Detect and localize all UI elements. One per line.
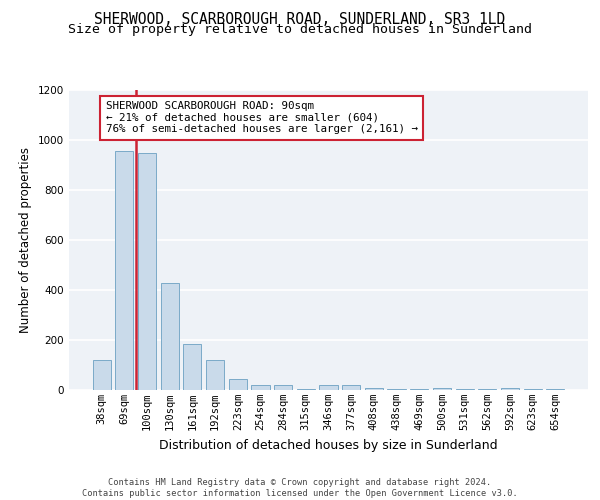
Bar: [184, 344, 202, 390]
Bar: [388, 389, 406, 390]
Bar: [455, 389, 473, 390]
Y-axis label: Number of detached properties: Number of detached properties: [19, 147, 32, 333]
Bar: [342, 384, 360, 390]
X-axis label: Distribution of detached houses by size in Sunderland: Distribution of detached houses by size …: [159, 438, 498, 452]
Bar: [161, 282, 179, 390]
Bar: [365, 388, 383, 390]
Text: SHERWOOD, SCARBOROUGH ROAD, SUNDERLAND, SR3 1LD: SHERWOOD, SCARBOROUGH ROAD, SUNDERLAND, …: [94, 12, 506, 28]
Bar: [206, 360, 224, 390]
Bar: [92, 360, 111, 390]
Bar: [524, 389, 542, 390]
Bar: [433, 388, 451, 390]
Bar: [138, 153, 156, 390]
Text: SHERWOOD SCARBOROUGH ROAD: 90sqm
← 21% of detached houses are smaller (604)
76% : SHERWOOD SCARBOROUGH ROAD: 90sqm ← 21% o…: [106, 101, 418, 134]
Bar: [319, 384, 338, 390]
Bar: [501, 388, 519, 390]
Bar: [410, 389, 428, 390]
Bar: [478, 389, 496, 390]
Text: Size of property relative to detached houses in Sunderland: Size of property relative to detached ho…: [68, 22, 532, 36]
Bar: [229, 379, 247, 390]
Text: Contains HM Land Registry data © Crown copyright and database right 2024.
Contai: Contains HM Land Registry data © Crown c…: [82, 478, 518, 498]
Bar: [115, 151, 133, 390]
Bar: [546, 389, 565, 390]
Bar: [274, 384, 292, 390]
Bar: [251, 384, 269, 390]
Bar: [297, 389, 315, 390]
